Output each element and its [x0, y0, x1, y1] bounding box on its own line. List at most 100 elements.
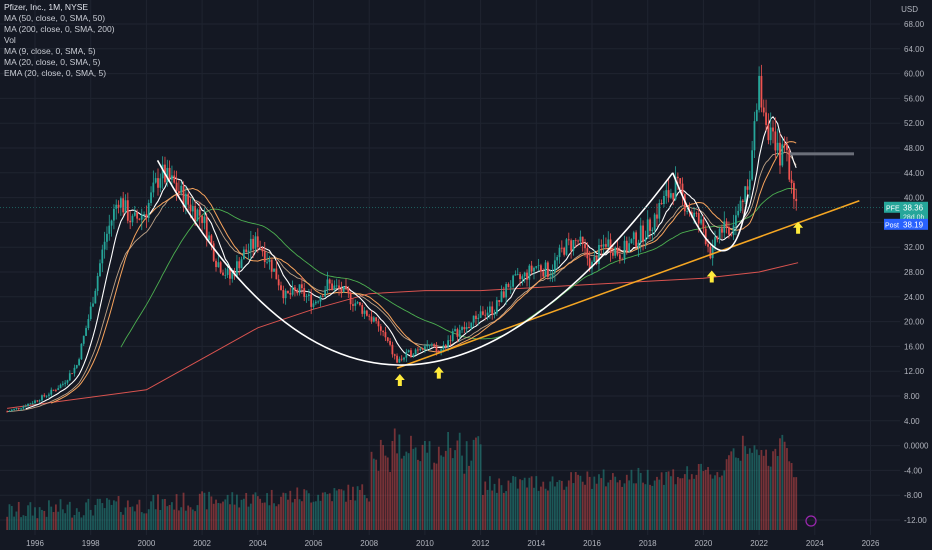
price-tick-label: -4.00: [904, 466, 923, 475]
volume-bar: [588, 476, 591, 530]
candle-body: [261, 247, 264, 252]
candle-body: [461, 327, 463, 331]
candle-body: [609, 239, 612, 253]
candle-body: [305, 295, 308, 297]
candle-body: [303, 288, 306, 297]
candle-body: [493, 313, 496, 315]
volume-bar: [512, 476, 514, 530]
candle-body: [528, 265, 531, 280]
legend-ma9[interactable]: MA (9, close, 0, SMA, 5): [4, 46, 96, 56]
price-tick-label: 20.00: [904, 318, 925, 327]
legend-ma20[interactable]: MA (20, close, 0, SMA, 5): [4, 57, 101, 67]
candle-body: [598, 245, 600, 265]
candle-body: [651, 229, 654, 231]
volume-bar: [570, 472, 573, 530]
volume-bar: [203, 492, 206, 530]
volume-bar: [391, 440, 394, 530]
candle-body: [405, 352, 408, 358]
volume-bar: [755, 449, 758, 530]
candle-body: [495, 300, 498, 314]
legend-ma200[interactable]: MA (200, close, 0, SMA, 200): [4, 24, 115, 34]
candle-body: [477, 317, 480, 319]
volume-bar: [328, 493, 331, 530]
candle-body: [307, 294, 310, 296]
volume-bar: [507, 480, 510, 530]
volume-bar: [623, 483, 626, 530]
volume-bar: [495, 492, 498, 530]
symbol-title[interactable]: Pfizer, Inc., 1M, NYSE: [4, 2, 89, 12]
candle-body: [150, 192, 152, 203]
volume-bar: [85, 502, 87, 530]
candle-body: [551, 272, 554, 277]
candle-body: [628, 243, 631, 252]
candle-body: [591, 261, 593, 269]
ma50-line: [120, 187, 797, 348]
volume-bar: [372, 458, 375, 530]
volume-bar: [198, 493, 201, 530]
candle-body: [642, 225, 644, 242]
candle-body: [730, 234, 733, 236]
candle-body: [15, 408, 18, 409]
candle-body: [670, 193, 672, 198]
volume-bar: [540, 486, 542, 530]
volume-bar: [171, 502, 173, 530]
time-tick-label: 2006: [305, 539, 323, 548]
legend-ema20[interactable]: EMA (20, close, 0, SMA, 5): [4, 68, 107, 78]
volume-bar: [300, 501, 303, 530]
volume-bar: [790, 463, 793, 530]
candle-body: [774, 131, 777, 151]
volume-bar: [252, 494, 255, 530]
volume-bar: [795, 477, 798, 530]
volume-bar: [143, 513, 145, 530]
up-arrow-icon: [793, 221, 804, 234]
candle-body: [287, 290, 289, 294]
volume-bar: [393, 428, 396, 530]
volume-bar: [653, 480, 656, 530]
legend-volume[interactable]: Vol: [4, 35, 16, 45]
volume-bar: [73, 515, 76, 530]
candle-body: [623, 240, 626, 260]
candle-body: [119, 198, 122, 208]
volume-bar: [465, 441, 468, 530]
legend-ma50[interactable]: MA (50, close, 0, SMA, 50): [4, 13, 106, 23]
volume-bar: [440, 455, 443, 530]
volume-bar: [15, 511, 18, 530]
ticker-badge-bg: [884, 201, 900, 213]
volume-bar: [356, 486, 359, 530]
candle-body: [463, 327, 466, 330]
candle-body: [697, 213, 700, 224]
volume-bar: [574, 472, 577, 530]
candle-body: [20, 408, 22, 410]
candle-body: [27, 403, 29, 407]
last-price-badge-bg: [900, 201, 928, 222]
volume-bar: [17, 501, 20, 530]
time-tick-label: 2004: [249, 539, 267, 548]
candle-body: [565, 239, 568, 255]
volume-bar: [36, 518, 39, 530]
volume-bar: [384, 455, 387, 530]
volume-bar: [479, 444, 482, 530]
candle-body: [417, 349, 419, 351]
candle-body: [721, 228, 723, 233]
volume-bar: [398, 434, 401, 530]
candle-body: [751, 150, 754, 180]
volume-bar: [347, 484, 350, 530]
volume-bar: [294, 498, 296, 530]
volume-bar: [579, 475, 582, 530]
candle-body: [475, 315, 477, 319]
volume-bar: [164, 498, 166, 530]
candle-body: [219, 262, 222, 273]
chart-annotations: [156, 152, 860, 387]
candle-body: [328, 279, 331, 284]
volume-bar: [52, 512, 55, 530]
volume-bar: [477, 436, 480, 530]
candle-body: [718, 228, 721, 240]
volume-bar: [282, 492, 285, 530]
candle-body: [289, 293, 292, 295]
candle-body: [259, 247, 262, 248]
currency-label[interactable]: USD: [901, 5, 918, 14]
volume-bar: [108, 499, 111, 530]
volume-bar: [758, 455, 760, 530]
candle-body: [68, 373, 71, 381]
